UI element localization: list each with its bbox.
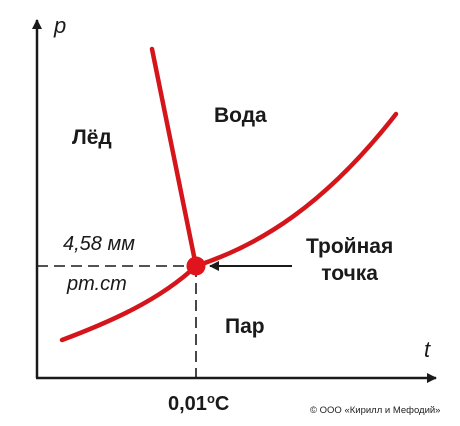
triple-point-pressure-line1: 4,58 мм: [63, 233, 135, 255]
temperature-unit: C: [214, 393, 230, 415]
triple-point-marker: [186, 256, 206, 276]
triple-point-pressure-line2: рт.ст: [67, 273, 127, 295]
temperature-value: 0,01: [168, 393, 207, 415]
vapor-region-label: Пар: [225, 315, 265, 338]
water-region-label: Вода: [214, 104, 267, 127]
triple-point-label: Тройная точка: [306, 233, 393, 287]
vaporization-curve: [193, 111, 399, 269]
degree-sign: o: [206, 391, 215, 406]
copyright-notice: © ООО «Кирилл и Мефодий»: [310, 405, 441, 416]
triple-point-label-line2: точка: [321, 262, 378, 285]
x-axis-label: t: [424, 337, 431, 362]
sublimation-curve: [59, 263, 199, 343]
triple-point-label-line1: Тройная: [306, 235, 394, 258]
y-axis-label: p: [54, 13, 67, 38]
melting-curve: [149, 46, 199, 269]
ice-region-label: Лёд: [72, 126, 112, 149]
triple-point-temperature: 0,01oC: [168, 391, 230, 415]
